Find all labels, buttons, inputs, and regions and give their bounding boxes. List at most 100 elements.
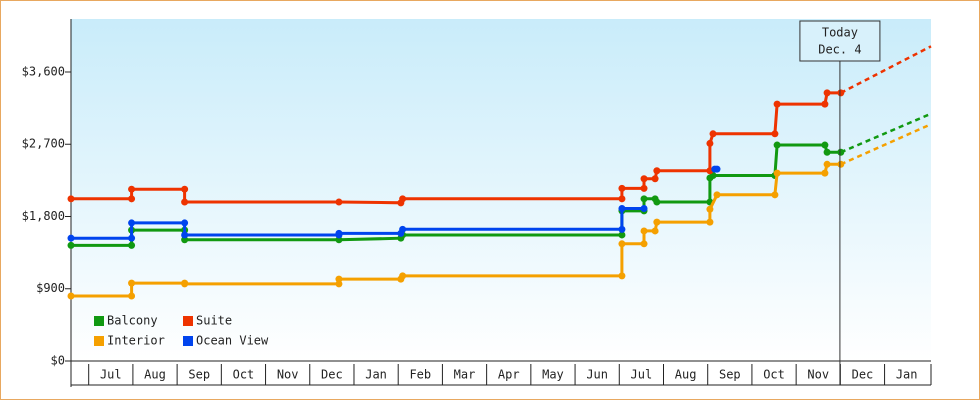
- legend-swatch: [183, 336, 193, 346]
- forecast-line: [840, 112, 932, 154]
- data-point: [335, 236, 343, 244]
- y-tick-label: $0: [51, 354, 65, 368]
- data-point: [618, 225, 626, 233]
- data-point: [651, 227, 659, 235]
- x-tick-label: Oct: [233, 368, 255, 382]
- data-point: [653, 167, 661, 175]
- x-tick-label: Jan: [896, 368, 918, 382]
- legend-label: Ocean View: [196, 334, 269, 348]
- x-tick-label: Apr: [498, 368, 520, 382]
- data-point: [651, 175, 659, 183]
- data-point: [128, 292, 136, 300]
- data-point: [773, 100, 781, 108]
- data-point: [335, 275, 343, 283]
- data-point: [618, 184, 626, 192]
- x-tick-label: Aug: [675, 368, 697, 382]
- data-point: [399, 272, 407, 280]
- data-point: [128, 219, 136, 227]
- data-point: [618, 204, 626, 212]
- x-tick-label: Mar: [454, 368, 476, 382]
- data-point: [181, 280, 189, 288]
- x-tick-label: Aug: [144, 368, 166, 382]
- data-point: [837, 148, 845, 156]
- data-point: [706, 205, 714, 213]
- x-tick-label: Sep: [719, 368, 741, 382]
- data-point: [128, 195, 136, 203]
- data-point: [653, 218, 661, 226]
- data-point: [823, 160, 831, 168]
- x-tick-label: Dec: [852, 368, 874, 382]
- data-point: [640, 227, 648, 235]
- data-point: [67, 292, 75, 300]
- x-tick-label: Oct: [763, 368, 785, 382]
- legend-label: Balcony: [107, 314, 158, 328]
- data-point: [653, 198, 661, 206]
- data-point: [67, 195, 75, 203]
- data-point: [713, 191, 721, 199]
- x-tick-label: May: [542, 368, 564, 382]
- data-point: [399, 195, 407, 203]
- data-point: [706, 139, 714, 147]
- x-tick-label: Jun: [586, 368, 608, 382]
- data-point: [823, 148, 831, 156]
- data-point: [128, 241, 136, 249]
- data-point: [181, 231, 189, 239]
- y-tick-label: $1,800: [22, 209, 65, 223]
- data-point: [640, 204, 648, 212]
- data-point: [640, 240, 648, 248]
- y-tick-label: $2,700: [22, 137, 65, 151]
- data-point: [773, 141, 781, 149]
- data-point: [823, 89, 831, 97]
- forecast-line: [840, 123, 932, 166]
- data-point: [399, 225, 407, 233]
- data-point: [618, 195, 626, 203]
- data-point: [771, 130, 779, 138]
- data-point: [128, 185, 136, 193]
- data-point: [335, 229, 343, 237]
- data-point: [706, 218, 714, 226]
- data-point: [837, 89, 845, 97]
- data-point: [773, 169, 781, 177]
- x-tick-label: Nov: [807, 368, 829, 382]
- x-tick-label: Jul: [631, 368, 653, 382]
- today-label: Dec. 4: [818, 43, 861, 57]
- x-tick-label: Jul: [100, 368, 122, 382]
- data-point: [335, 280, 343, 288]
- data-point: [128, 234, 136, 242]
- data-point: [618, 240, 626, 248]
- y-tick-label: $3,600: [22, 64, 65, 78]
- x-tick-label: Jan: [365, 368, 387, 382]
- x-tick-label: Nov: [277, 368, 299, 382]
- data-point: [618, 272, 626, 280]
- data-point: [709, 130, 717, 138]
- data-point: [821, 141, 829, 149]
- data-point: [181, 185, 189, 193]
- legend-swatch: [94, 336, 104, 346]
- data-point: [771, 191, 779, 199]
- data-point: [821, 100, 829, 108]
- data-point: [181, 219, 189, 227]
- data-point: [181, 236, 189, 244]
- data-point: [640, 184, 648, 192]
- legend-swatch: [94, 316, 104, 326]
- x-tick-label: Dec: [321, 368, 343, 382]
- forecast-line: [840, 45, 932, 95]
- legend-label: Interior: [107, 334, 165, 348]
- y-tick-label: $900: [36, 281, 65, 295]
- data-point: [67, 241, 75, 249]
- data-point: [618, 231, 626, 239]
- data-point: [640, 195, 648, 203]
- data-point: [713, 165, 721, 173]
- today-box: [799, 20, 881, 62]
- plot-area: [71, 19, 931, 361]
- data-point: [181, 198, 189, 206]
- data-point: [640, 175, 648, 183]
- legend-label: Suite: [196, 314, 232, 328]
- series-line: [71, 91, 841, 205]
- data-point: [67, 234, 75, 242]
- today-label: Today: [822, 26, 858, 40]
- x-tick-label: Feb: [409, 368, 431, 382]
- data-point: [128, 279, 136, 287]
